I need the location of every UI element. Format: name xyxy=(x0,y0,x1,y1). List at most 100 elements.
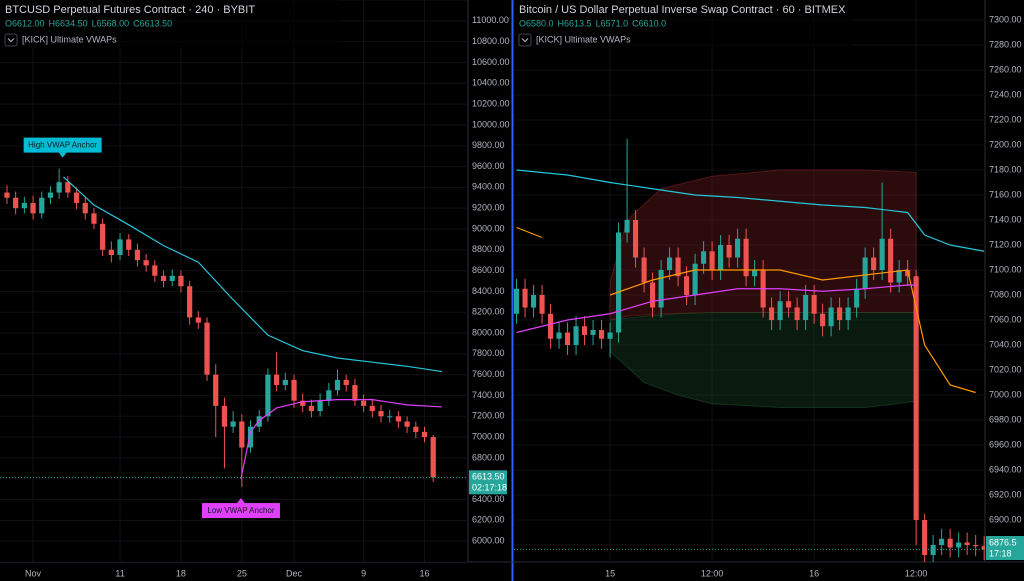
candle-body xyxy=(230,421,236,427)
candle-body xyxy=(539,295,545,314)
plot xyxy=(514,0,985,562)
x-tick-label: 25 xyxy=(237,568,247,578)
candle-body xyxy=(769,307,775,320)
header-bg xyxy=(514,0,854,48)
y-tick-label: 8600.00 xyxy=(472,265,505,275)
candle-body xyxy=(274,374,280,386)
candle-body xyxy=(282,379,288,386)
candle-body xyxy=(56,182,62,193)
vwap-line xyxy=(516,169,985,252)
candle-body xyxy=(514,288,520,314)
candle-body xyxy=(726,245,732,258)
annotation-box xyxy=(23,137,102,153)
candle-body xyxy=(684,276,690,295)
y-tick-label: 7260.00 xyxy=(989,64,1022,74)
y-tick-label: 7060.00 xyxy=(989,314,1022,324)
candle-body xyxy=(811,295,817,314)
candle-body xyxy=(82,202,88,214)
y-tick-label: 7300.00 xyxy=(989,14,1022,24)
candle-body xyxy=(752,270,758,277)
last-price-box xyxy=(986,536,1024,560)
candle-body xyxy=(820,313,826,327)
candle-body xyxy=(100,223,106,250)
y-tick-label: 9000.00 xyxy=(472,223,505,233)
plot xyxy=(0,0,468,562)
countdown: 17:18 xyxy=(989,548,1012,558)
candle-body xyxy=(256,416,262,427)
candle-body xyxy=(343,379,349,386)
candle-body xyxy=(922,520,928,555)
candle-body xyxy=(930,545,936,555)
candle-body xyxy=(522,288,528,308)
indicator-toggle[interactable] xyxy=(4,33,18,47)
y-tick-label: 8000.00 xyxy=(472,327,505,337)
candle-body xyxy=(291,379,297,401)
x-tick-label: 18 xyxy=(176,568,186,578)
annotation-text: High VWAP Anchor xyxy=(28,141,97,150)
candle-body xyxy=(616,232,622,333)
candle-body xyxy=(204,322,210,375)
indicator-toggle[interactable] xyxy=(518,33,532,47)
candle-body xyxy=(675,257,681,277)
vwap-line xyxy=(516,284,917,334)
candle-body xyxy=(430,437,436,478)
candle-body xyxy=(837,307,843,320)
ohlc-label: C6610.0 xyxy=(632,18,666,28)
y-tick-label: 7080.00 xyxy=(989,289,1022,299)
candle-body xyxy=(4,192,10,198)
candle-body xyxy=(13,197,19,209)
chart-title: BTCUSD Perpetual Futures Contract · 240 … xyxy=(5,4,255,16)
y-tick-label: 7200.00 xyxy=(472,411,505,421)
y-tick-label: 10600.00 xyxy=(472,57,510,67)
vwap-line xyxy=(63,176,442,373)
y-tick-label: 6980.00 xyxy=(989,414,1022,424)
y-tick-label: 10000.00 xyxy=(472,119,510,129)
y-tick-label: 7140.00 xyxy=(989,214,1022,224)
candle-body xyxy=(387,416,393,418)
y-tick-label: 10400.00 xyxy=(472,78,510,88)
y-tick-label: 7120.00 xyxy=(989,239,1022,249)
ohlc-label: C6613.50 xyxy=(133,18,172,28)
candle-body xyxy=(828,307,834,327)
candle-body xyxy=(879,238,885,270)
annotation-pointer xyxy=(58,152,67,158)
annotation-box xyxy=(201,503,280,519)
ohlc-label: L6568.00 xyxy=(92,18,130,28)
candle-body xyxy=(548,313,554,339)
indicator-name: [KICK] Ultimate VWAPs xyxy=(536,34,631,44)
candle-body xyxy=(143,260,149,266)
y-tick-label: 6920.00 xyxy=(989,489,1022,499)
y-tick-label: 7600.00 xyxy=(472,369,505,379)
candle-body xyxy=(556,332,562,339)
y-tick-label: 7000.00 xyxy=(989,389,1022,399)
candle-body xyxy=(709,251,715,270)
y-tick-label: 6000.00 xyxy=(472,536,505,546)
annotation-pointer xyxy=(236,498,245,504)
candle-body xyxy=(896,270,902,283)
candle-body xyxy=(413,426,419,432)
y-tick-label: 10800.00 xyxy=(472,36,510,46)
y-tick-label: 7240.00 xyxy=(989,89,1022,99)
candle-body xyxy=(247,426,254,448)
candle-body xyxy=(239,421,245,448)
candle-body xyxy=(195,317,201,323)
vwap-line xyxy=(240,399,442,479)
y-tick-label: 8400.00 xyxy=(472,286,505,296)
chart-title: Bitcoin / US Dollar Perpetual Inverse Sw… xyxy=(519,4,846,16)
y-tick-label: 6400.00 xyxy=(472,494,505,504)
y-tick-label: 6900.00 xyxy=(989,514,1022,524)
candle-body xyxy=(108,249,114,255)
candle-body xyxy=(30,202,36,214)
y-tick-label: 7280.00 xyxy=(989,39,1022,49)
candle-body xyxy=(421,431,428,438)
y-tick-label: 7220.00 xyxy=(989,114,1022,124)
candle-body xyxy=(39,197,45,214)
y-tick-label: 9400.00 xyxy=(472,182,505,192)
ohlc-label: L6571.0 xyxy=(596,18,629,28)
y-tick-label: 7020.00 xyxy=(989,364,1022,374)
candle-body xyxy=(735,238,741,258)
vwap-line xyxy=(516,226,976,394)
y-tick-label: 7160.00 xyxy=(989,189,1022,199)
